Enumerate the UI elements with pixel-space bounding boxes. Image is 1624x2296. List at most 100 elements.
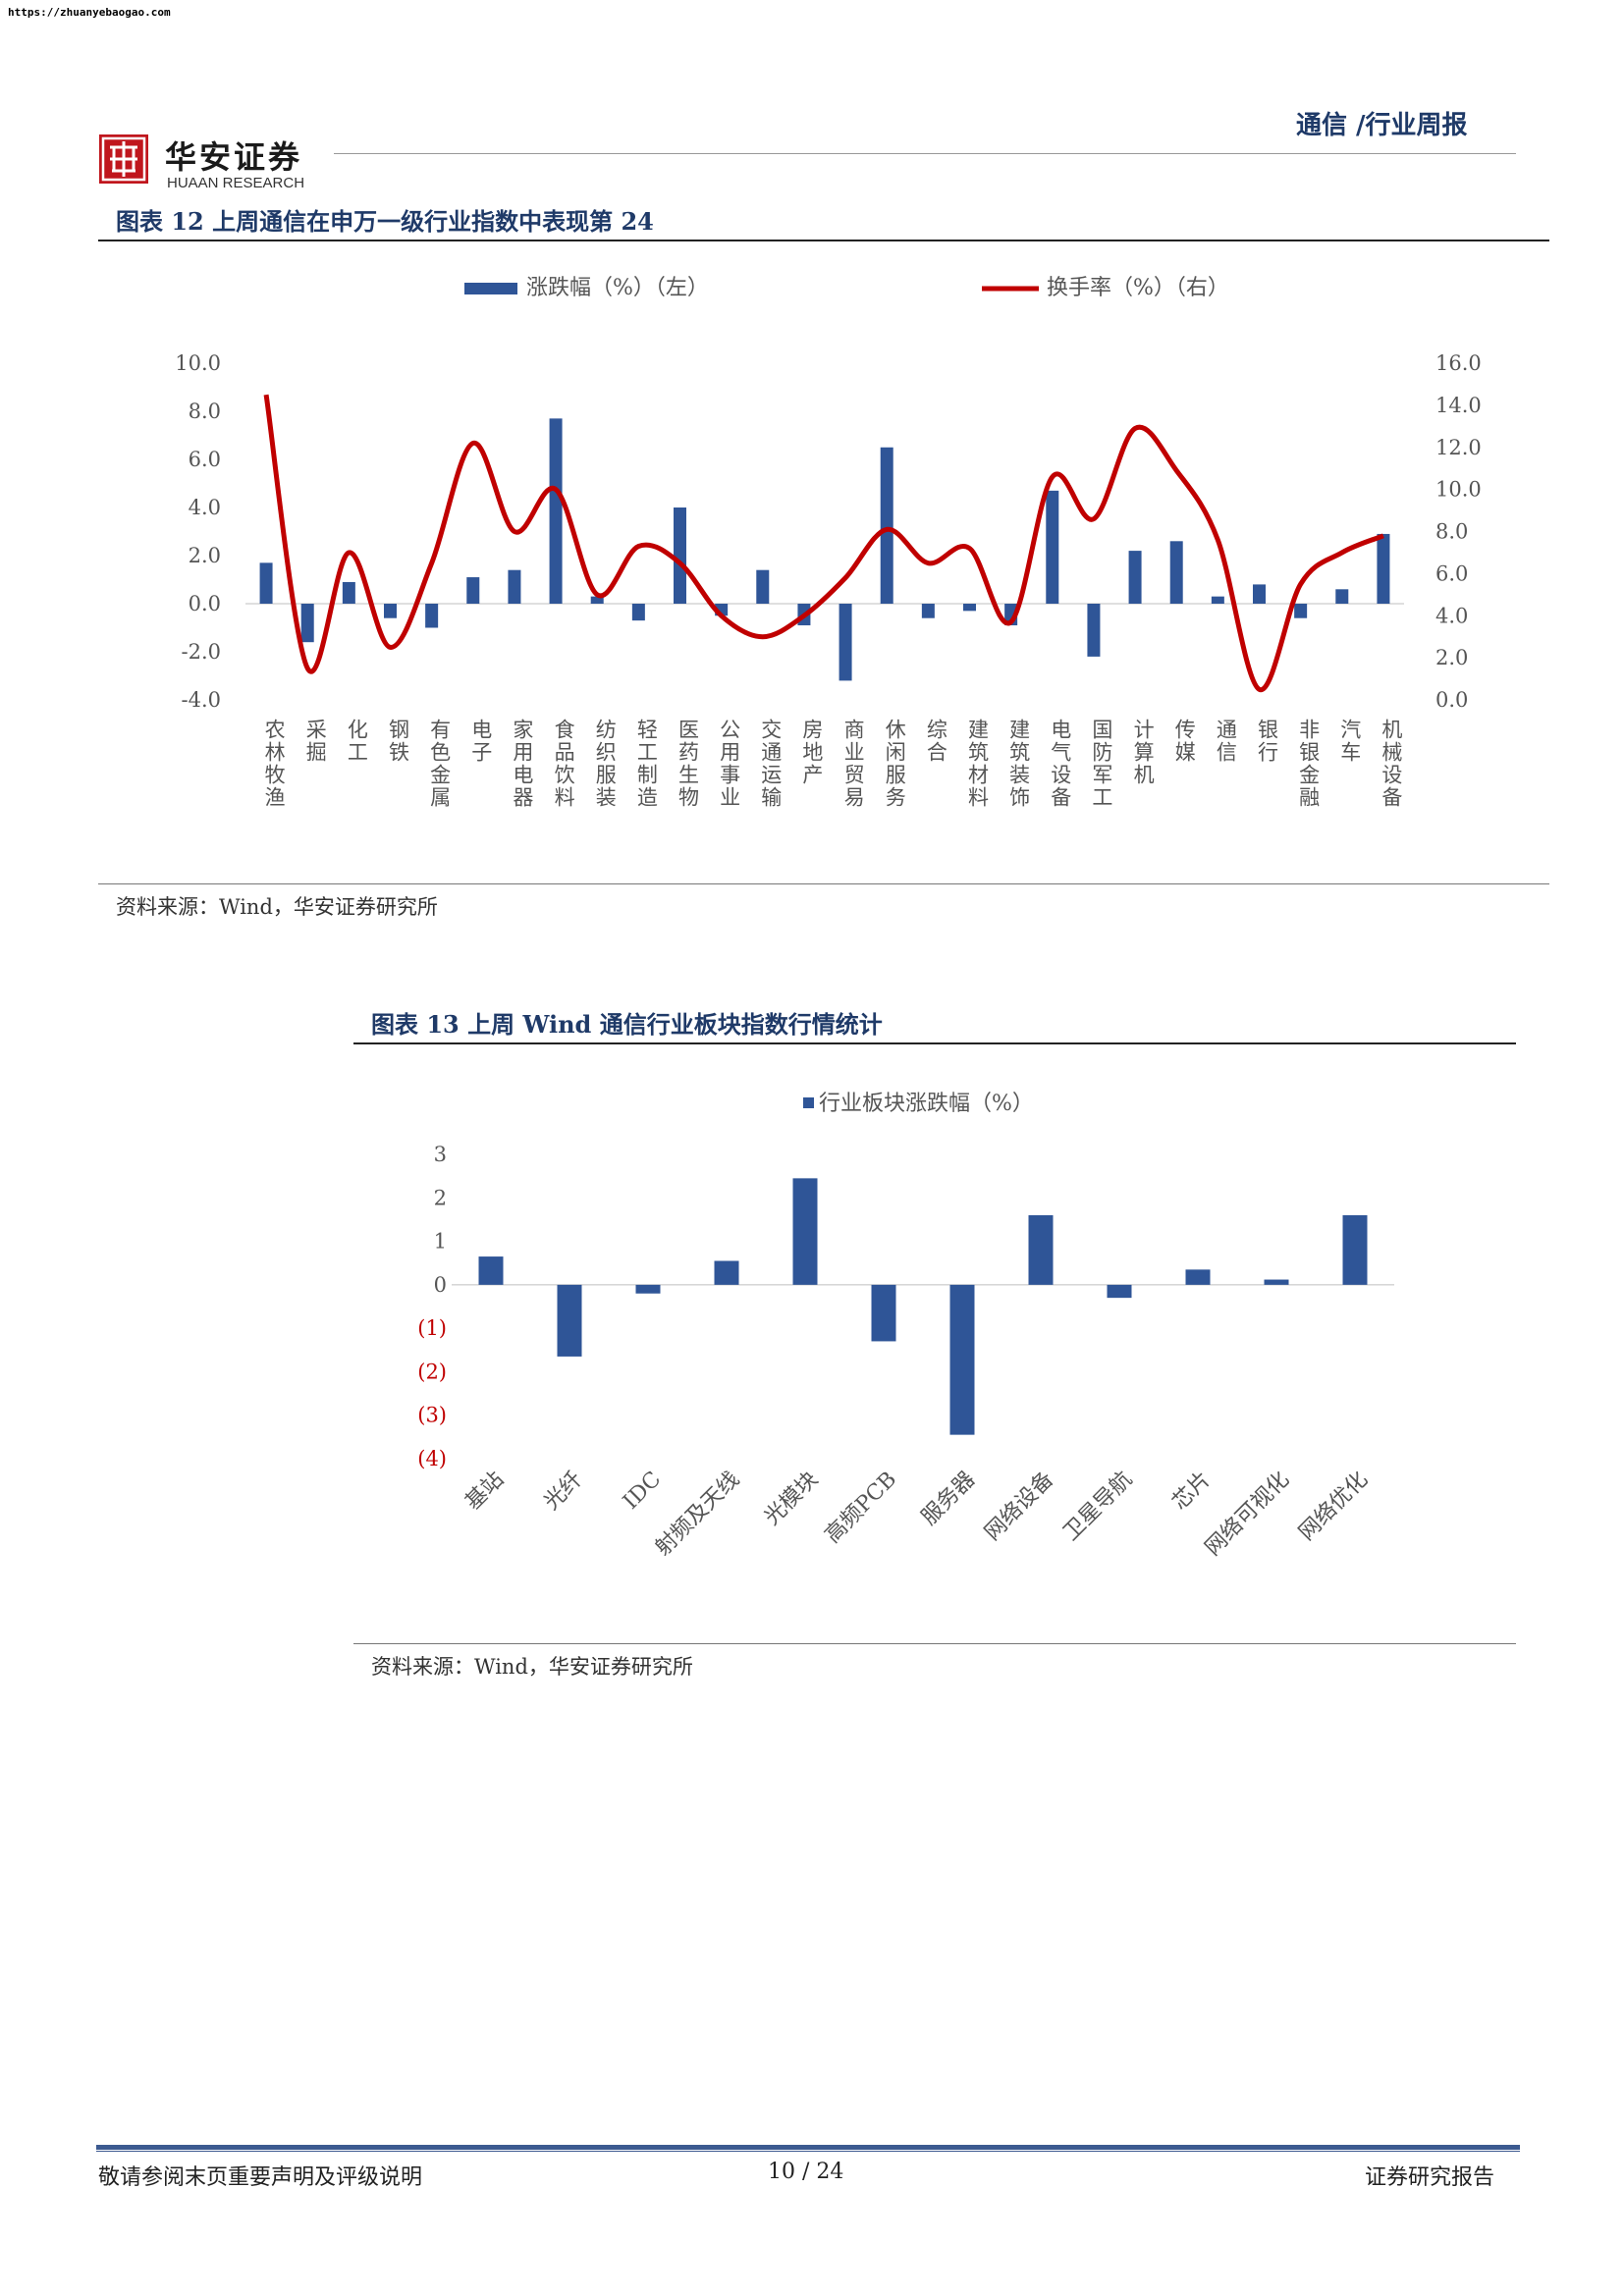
category-label-休闲服务: 休闲服务 bbox=[883, 719, 906, 809]
legend-label: 行业板块涨跌幅（%） bbox=[819, 1092, 1034, 1116]
category-label-电气设备: 电气设备 bbox=[1049, 719, 1072, 809]
category-label-化工: 化工 bbox=[345, 719, 368, 764]
bar-IDC bbox=[635, 1284, 661, 1294]
category-label-公用事业: 公用事业 bbox=[718, 719, 741, 809]
bar-射频及天线 bbox=[714, 1260, 739, 1285]
right-tick-label: 4.0 bbox=[1435, 604, 1468, 627]
category-label-轻工制造: 轻工制造 bbox=[634, 719, 658, 809]
bar-采掘 bbox=[300, 604, 314, 643]
bar-轻工制造 bbox=[631, 604, 645, 621]
category-label-网络可视化: 网络可视化 bbox=[1201, 1468, 1294, 1561]
category-label-商业贸易: 商业贸易 bbox=[841, 719, 865, 809]
category-label-有色金属: 有色金属 bbox=[428, 719, 452, 809]
report-category: 通信 /行业周报 bbox=[1296, 111, 1468, 140]
category-label-服务器: 服务器 bbox=[917, 1468, 980, 1530]
bar-高频PCB bbox=[871, 1284, 896, 1342]
logo-chinese: 华安证券 bbox=[165, 138, 303, 176]
bar-交通运输 bbox=[756, 569, 770, 604]
bar-电子 bbox=[466, 577, 480, 604]
category-label-采掘: 采掘 bbox=[303, 719, 327, 764]
y-tick-label: (3) bbox=[417, 1404, 447, 1427]
right-tick-label: 8.0 bbox=[1435, 520, 1468, 544]
category-label-光纤: 光纤 bbox=[539, 1468, 587, 1516]
category-label-传媒: 传媒 bbox=[1172, 719, 1196, 764]
header-divider bbox=[334, 153, 1516, 154]
bar-银行 bbox=[1253, 584, 1266, 604]
category-label-综合: 综合 bbox=[924, 719, 947, 764]
category-label-通信: 通信 bbox=[1214, 719, 1237, 764]
bar-商业贸易 bbox=[839, 604, 852, 681]
category-label-非银金融: 非银金融 bbox=[1297, 719, 1321, 809]
y-tick-label: 3 bbox=[434, 1143, 447, 1166]
category-label-光模块: 光模块 bbox=[760, 1468, 823, 1530]
right-tick-label: 2.0 bbox=[1435, 646, 1468, 669]
figure13-title: 图表 13 上周 Wind 通信行业板块指数行情统计 bbox=[371, 1010, 883, 1039]
y-tick-label: 2 bbox=[434, 1186, 447, 1209]
bar-家用电器 bbox=[508, 569, 521, 604]
category-label-网络设备: 网络设备 bbox=[980, 1468, 1058, 1546]
logo-english: HUAAN RESEARCH bbox=[167, 175, 305, 191]
y-tick-label: (4) bbox=[417, 1447, 447, 1470]
y-tick-label: 1 bbox=[434, 1230, 447, 1254]
right-tick-label: 16.0 bbox=[1435, 351, 1482, 375]
figure13-top-rule bbox=[353, 1042, 1516, 1044]
footer-report-type: 证券研究报告 bbox=[1365, 2165, 1495, 2190]
bar-有色金属 bbox=[425, 604, 439, 628]
category-label-交通运输: 交通运输 bbox=[759, 719, 783, 809]
figure12-title: 图表 12 上周通信在申万一级行业指数中表现第 24 bbox=[116, 207, 654, 236]
bar-汽车 bbox=[1335, 589, 1349, 604]
footer-disclaimer: 敬请参阅末页重要声明及评级说明 bbox=[98, 2165, 423, 2190]
right-tick-label: 0.0 bbox=[1435, 688, 1468, 712]
category-label-基站: 基站 bbox=[460, 1468, 509, 1516]
left-tick-label: 6.0 bbox=[189, 448, 221, 471]
category-label-高频PCB: 高频PCB bbox=[821, 1468, 902, 1549]
bar-网络设备 bbox=[1028, 1215, 1054, 1285]
figure12-chart: 涨跌幅（%）（左） 换手率（%）（右） -4.0 -2.0 0.0 2.0 4.0 6.0 8.… bbox=[175, 276, 1482, 809]
bar-建筑材料 bbox=[963, 604, 976, 612]
legend-line-label: 换手率（%）（右） bbox=[1047, 276, 1229, 300]
y-tick-label: (1) bbox=[417, 1316, 447, 1340]
bar-光纤 bbox=[557, 1284, 582, 1357]
category-label-建筑材料: 建筑材料 bbox=[966, 719, 990, 809]
category-label-机械设备: 机械设备 bbox=[1380, 719, 1403, 809]
category-label-电子: 电子 bbox=[469, 719, 493, 764]
left-tick-label: -4.0 bbox=[182, 688, 222, 712]
y-tick-label: 0 bbox=[434, 1273, 447, 1297]
category-label-计算机: 计算机 bbox=[1131, 719, 1155, 786]
left-tick-label: 4.0 bbox=[189, 496, 221, 519]
category-label-国防军工: 国防军工 bbox=[1090, 719, 1113, 809]
right-tick-label: 6.0 bbox=[1435, 561, 1468, 585]
right-tick-label: 14.0 bbox=[1435, 394, 1482, 417]
category-label-射频及天线: 射频及天线 bbox=[651, 1468, 744, 1561]
right-tick-label: 12.0 bbox=[1435, 436, 1482, 459]
bar-芯片 bbox=[1185, 1269, 1211, 1285]
bar-纺织服装 bbox=[590, 596, 604, 604]
footer-rule-thick bbox=[96, 2145, 1520, 2150]
category-label-食品饮料: 食品饮料 bbox=[552, 719, 575, 809]
category-label-网络优化: 网络优化 bbox=[1294, 1468, 1373, 1546]
left-tick-label: 8.0 bbox=[189, 400, 221, 423]
category-label-医药生物: 医药生物 bbox=[677, 719, 700, 809]
bar-卫星导航 bbox=[1107, 1284, 1132, 1299]
left-tick-label: 2.0 bbox=[189, 544, 221, 567]
bar-农林牧渔 bbox=[259, 562, 273, 604]
category-label-房地产: 房地产 bbox=[800, 719, 824, 786]
category-label-建筑装饰: 建筑装饰 bbox=[1007, 719, 1031, 809]
bar-计算机 bbox=[1128, 551, 1142, 604]
bar-食品饮料 bbox=[549, 418, 563, 604]
bar-机械设备 bbox=[1377, 533, 1390, 604]
category-label-卫星导航: 卫星导航 bbox=[1058, 1468, 1137, 1546]
legend-bar-label: 涨跌幅（%）（左） bbox=[526, 276, 709, 300]
figure13-bottom-rule bbox=[353, 1643, 1516, 1644]
bar-传媒 bbox=[1169, 541, 1183, 604]
figure12-bottom-rule bbox=[98, 883, 1549, 884]
source-url: https://zhuanyebaogao.com bbox=[8, 6, 171, 19]
page-number: 10 / 24 bbox=[768, 2160, 844, 2184]
bar-网络可视化 bbox=[1264, 1279, 1289, 1285]
category-label-银行: 银行 bbox=[1256, 719, 1279, 764]
company-logo-seal bbox=[99, 134, 148, 184]
footer-rule-thin bbox=[96, 2151, 1520, 2152]
bar-光模块 bbox=[792, 1178, 818, 1285]
figure12-source: 资料来源：Wind，华安证券研究所 bbox=[116, 895, 438, 919]
